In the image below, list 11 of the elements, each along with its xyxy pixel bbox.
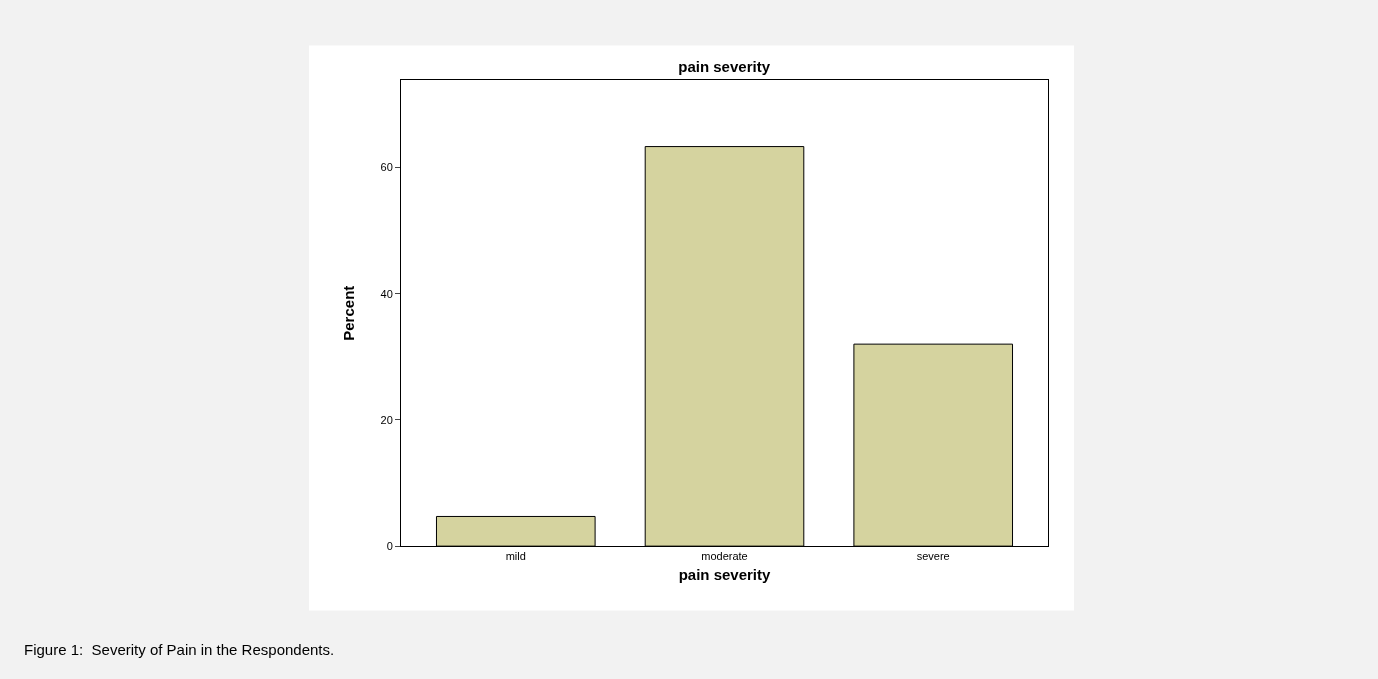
y-tick-label: 20 <box>380 413 393 426</box>
x-axis-title: pain severity <box>678 566 772 584</box>
y-tick-label: 0 <box>386 539 393 552</box>
chart-title: pain severity <box>678 58 771 76</box>
y-tick-label: 40 <box>380 287 393 300</box>
x-tick-label: severe <box>916 550 950 563</box>
x-tick-label: mild <box>505 550 526 563</box>
y-axis-title: Percent <box>339 285 357 341</box>
caption: Figure 1: Severity of Pain in the Respondents. <box>24 641 335 658</box>
y-tick-label: 60 <box>380 161 393 174</box>
x-tick-label: moderate <box>701 550 748 563</box>
